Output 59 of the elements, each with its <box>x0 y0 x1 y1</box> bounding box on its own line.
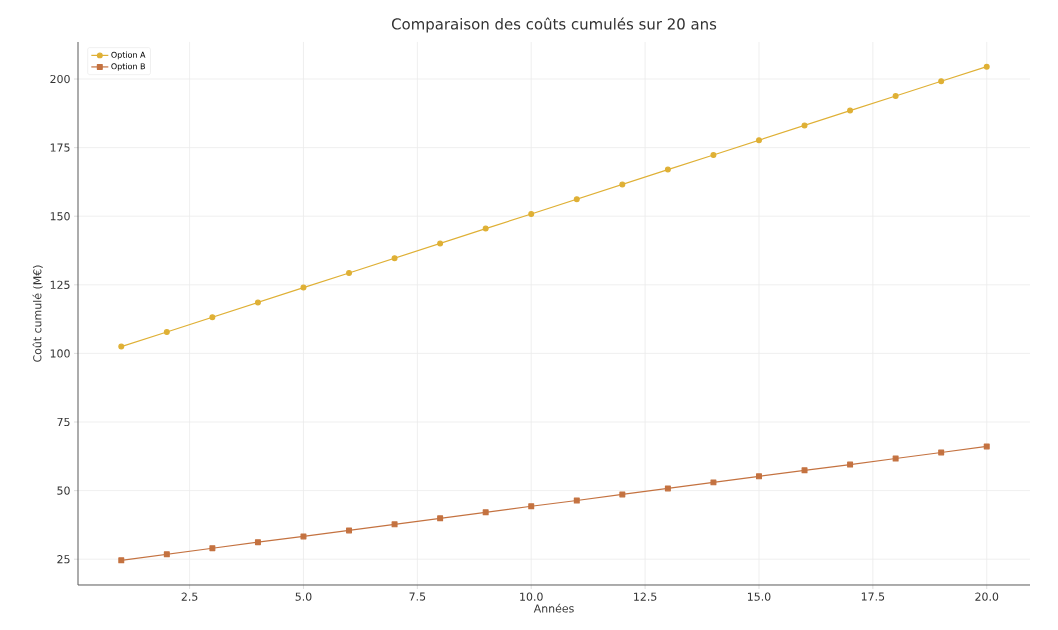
point <box>118 557 125 564</box>
y-tick-label: 150 <box>50 212 70 221</box>
chart-title: Comparaison des coûts cumulés sur 20 ans <box>391 17 717 33</box>
point <box>573 196 580 203</box>
point <box>482 225 489 232</box>
point <box>619 491 626 498</box>
point <box>163 329 170 336</box>
y-tick-label: 25 <box>57 555 70 564</box>
point <box>710 479 717 486</box>
point <box>664 485 671 492</box>
point <box>710 152 717 159</box>
point <box>300 533 307 540</box>
point <box>254 299 261 306</box>
point <box>528 211 535 218</box>
x-tick-label: 5.0 <box>295 592 312 601</box>
point <box>801 122 808 129</box>
point <box>664 166 671 173</box>
point <box>938 449 945 456</box>
point <box>118 343 125 350</box>
point <box>437 240 444 247</box>
point <box>983 443 990 450</box>
point <box>391 521 398 528</box>
point <box>254 539 261 546</box>
point <box>755 137 762 144</box>
point <box>437 515 444 522</box>
point <box>346 270 353 277</box>
point <box>391 255 398 262</box>
point <box>892 455 899 462</box>
y-tick-label: 125 <box>50 280 70 289</box>
point <box>619 181 626 188</box>
x-tick-label: 15.0 <box>747 592 771 601</box>
x-tick-label: 20.0 <box>975 592 999 601</box>
point <box>938 78 945 85</box>
x-tick-label: 17.5 <box>861 592 885 601</box>
point <box>801 467 808 474</box>
point <box>892 93 899 100</box>
point <box>983 63 990 70</box>
point <box>847 461 854 468</box>
y-tick-label: 75 <box>57 417 70 427</box>
point <box>847 107 854 114</box>
x-tick-label: 2.5 <box>181 592 198 601</box>
x-tick-label: 12.5 <box>634 592 657 601</box>
point <box>482 509 489 516</box>
y-axis-title: Coût cumulé (M€) <box>32 265 43 362</box>
x-tick-label: 10.0 <box>520 592 543 601</box>
point <box>346 527 353 534</box>
point <box>573 497 580 504</box>
point <box>209 314 216 321</box>
point <box>209 545 216 552</box>
point <box>300 284 307 291</box>
y-tick-label: 100 <box>50 349 70 358</box>
x-tick-label: 7.5 <box>409 592 426 601</box>
y-tick-label: 50 <box>57 486 70 495</box>
point <box>755 473 762 480</box>
x-axis-title: Années <box>533 603 574 613</box>
point <box>528 503 535 510</box>
y-tick-label: 200 <box>50 74 70 84</box>
point <box>163 551 170 558</box>
y-tick-label: 175 <box>50 143 70 152</box>
